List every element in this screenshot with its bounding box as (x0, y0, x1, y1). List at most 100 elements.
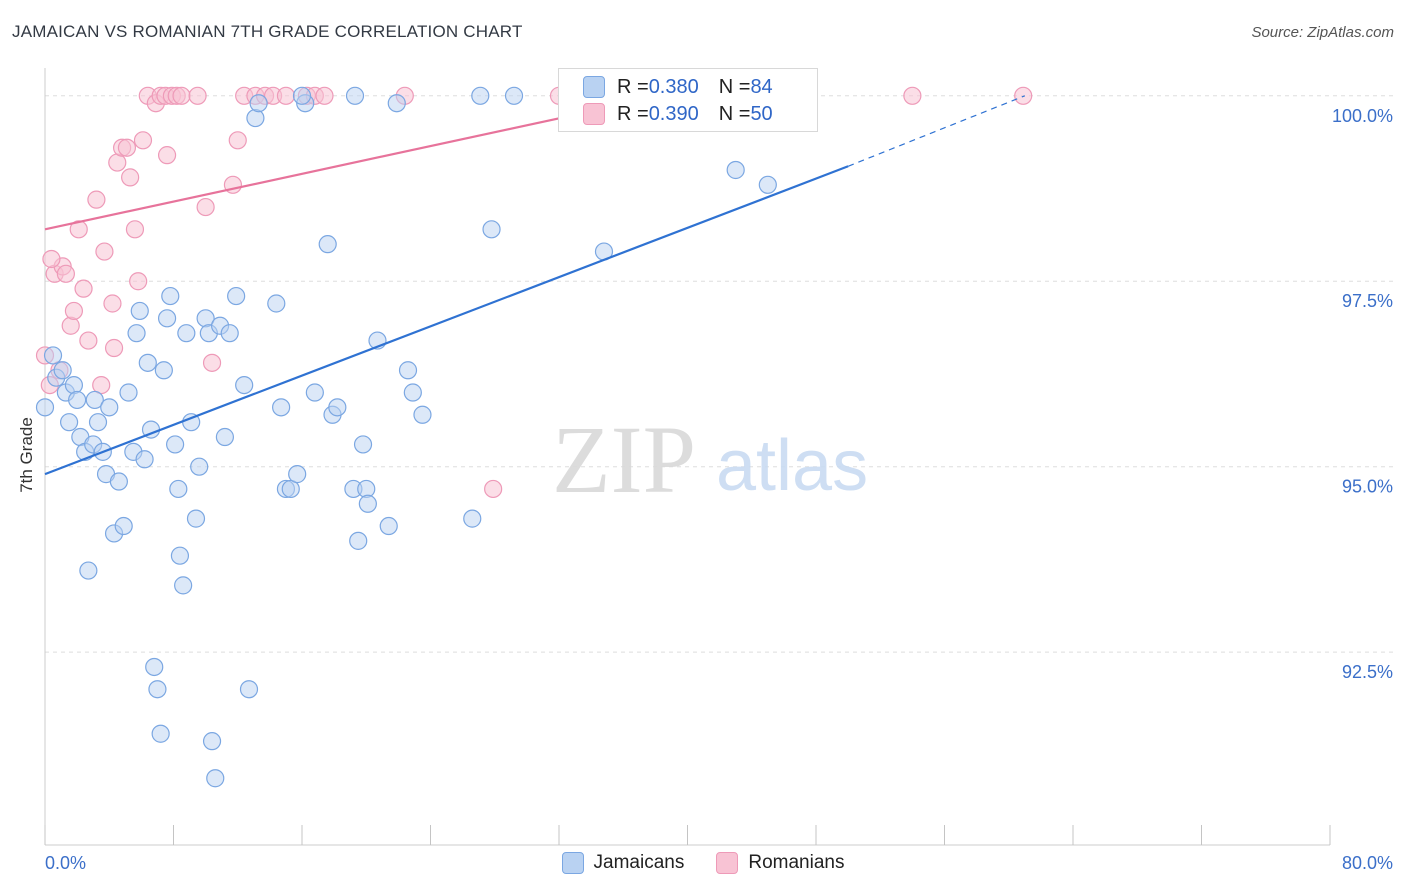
jamaican-point (288, 465, 307, 484)
jamaican-point (239, 680, 259, 699)
jamaican-point (267, 294, 286, 313)
romanian-point (104, 338, 124, 358)
series-jamaicans (35, 86, 777, 788)
legend-r-label: R = (617, 102, 649, 125)
legend-n-label: N = (718, 75, 751, 98)
jamaican-point (206, 769, 225, 788)
jamaican-point (249, 94, 268, 113)
jamaican-point (190, 457, 209, 476)
jamaican-point (154, 361, 173, 380)
romanian-point (125, 220, 145, 239)
jamaican-point (471, 86, 490, 105)
romanian-point (157, 146, 177, 165)
correlation-legend: R = 0.380 N = 84 R = 0.390 N = 50 (558, 68, 818, 132)
trend-lines (44, 94, 1026, 476)
gridlines (45, 95, 1395, 653)
legend-n-label: N = (718, 102, 751, 125)
romanian-point (95, 242, 114, 261)
chart-title: JAMAICAN VS ROMANIAN 7TH GRADE CORRELATI… (12, 22, 523, 41)
legend-label-romanians: Romanians (748, 852, 845, 873)
watermark: ZIP atlas (552, 406, 868, 513)
jamaican-point (227, 286, 246, 306)
watermark-atlas: atlas (716, 426, 868, 506)
axis-labels: 100.0% 97.5% 95.0% 92.5% 0.0% 80.0% 7th Grade (17, 106, 1393, 873)
trend-line-jamaicans (44, 165, 849, 476)
jamaican-point (68, 390, 87, 410)
jamaican-point (166, 435, 185, 454)
x-tick-label-min: 0.0% (45, 853, 86, 873)
jamaican-point (292, 86, 312, 105)
jamaican-point (114, 516, 133, 536)
jamaican-point (726, 160, 745, 180)
romanian-point (202, 353, 222, 372)
romanian-point (276, 86, 296, 105)
romanian-point (188, 86, 207, 105)
jamaican-point (119, 383, 138, 402)
legend-swatch-jamaicans (583, 76, 605, 98)
legend-item-romanians[interactable]: Romanians (716, 852, 844, 874)
jamaican-point (145, 657, 164, 677)
romanian-point (64, 301, 84, 321)
romanian-point (74, 279, 93, 298)
romanian-point (133, 131, 153, 150)
jamaican-point (398, 361, 418, 380)
jamaican-point (215, 427, 234, 447)
jamaican-point (379, 516, 398, 536)
jamaican-point (100, 398, 119, 417)
legend-swatch-romanians (583, 103, 605, 125)
legend-n-value: 84 (750, 75, 773, 98)
romanian-point (172, 86, 191, 105)
jamaican-point (353, 435, 373, 454)
series-legend: Jamaicans Romanians (0, 852, 1406, 874)
jamaican-point (413, 405, 432, 424)
jamaican-point (169, 479, 188, 499)
legend-r-value: 0.380 (648, 75, 699, 98)
jamaican-point (387, 94, 406, 113)
jamaican-point (328, 398, 347, 417)
romanian-point (315, 86, 334, 105)
series-romanians (35, 86, 1033, 499)
jamaican-point (235, 375, 254, 395)
source-label: Source: ZipAtlas.com (1251, 24, 1394, 41)
romanian-point (121, 168, 140, 187)
jamaican-point (463, 509, 482, 528)
legend-r-value: 0.390 (648, 102, 699, 125)
romanian-point (903, 86, 922, 105)
y-axis-title: 7th Grade (17, 417, 36, 493)
jamaican-point (138, 353, 157, 372)
romanian-point (87, 190, 106, 209)
jamaican-point (127, 324, 146, 343)
romanian-point (129, 272, 148, 291)
romanian-point (484, 479, 503, 499)
jamaican-point (174, 576, 193, 595)
jamaican-point (246, 108, 265, 128)
jamaican-point (186, 509, 206, 528)
jamaican-point (151, 724, 170, 743)
legend-n-value: 50 (750, 102, 773, 125)
legend-item-jamaicans[interactable]: Jamaicans (561, 852, 684, 874)
romanian-point (56, 264, 75, 283)
jamaican-point (109, 472, 128, 491)
legend-swatch-romanians (716, 852, 739, 874)
romanian-point (69, 220, 88, 239)
jamaican-point (43, 346, 63, 365)
jamaican-point (59, 413, 79, 432)
jamaican-point (88, 413, 108, 432)
jamaican-point (85, 390, 104, 410)
legend-swatch-jamaicans (561, 852, 584, 874)
jamaican-point (758, 175, 777, 194)
y-tick-label: 92.5% (1342, 662, 1393, 682)
jamaican-point (135, 450, 154, 469)
jamaican-point (64, 375, 84, 395)
romanian-point (61, 316, 80, 335)
jamaican-point (358, 494, 377, 513)
jamaican-point (349, 531, 368, 550)
jamaican-point (79, 561, 98, 580)
watermark-zip: ZIP (552, 406, 696, 513)
jamaican-point (318, 235, 337, 254)
jamaican-point (305, 383, 324, 402)
jamaican-point (403, 383, 422, 402)
legend-row-romanians: R = 0.390 N = 50 (583, 101, 773, 127)
jamaican-point (53, 361, 72, 380)
